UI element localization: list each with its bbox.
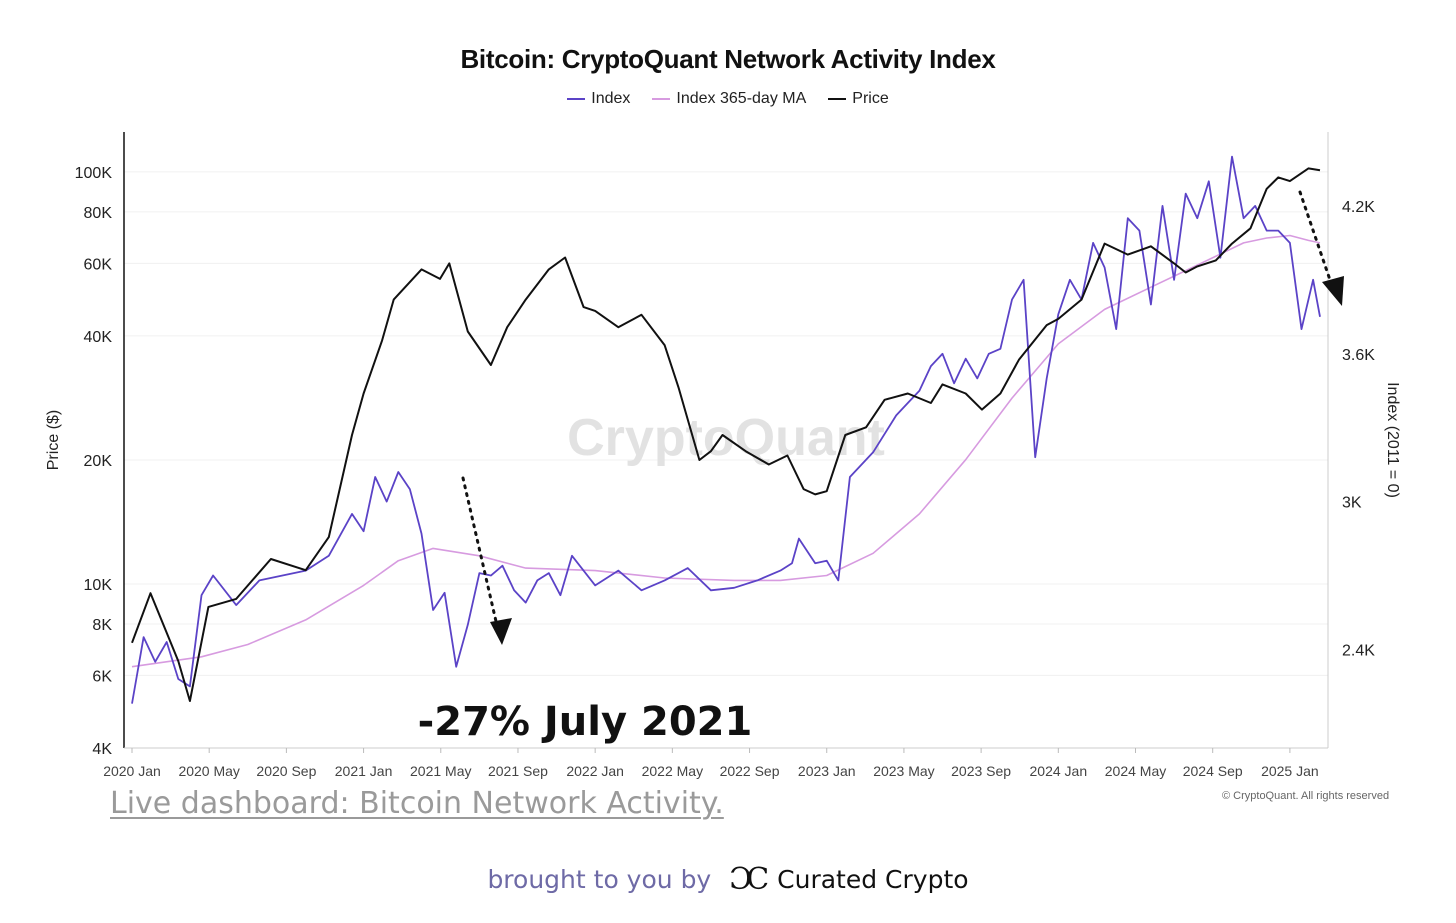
legend-label-price: Price [852, 90, 889, 107]
y-left-tick-label-0: 4K [92, 741, 112, 758]
x-tick-label-12: 2024 Jan [1030, 763, 1088, 779]
x-tick-label-2: 2020 Sep [256, 763, 316, 779]
y-axis-left-title: Price ($) [45, 410, 62, 470]
arrow-2025-head [1322, 276, 1344, 306]
y-left-tick-label-2: 8K [92, 617, 112, 634]
brought-by-text: brought to you by [487, 865, 712, 894]
y-left-tick-label-6: 60K [84, 256, 113, 273]
x-tick-label-14: 2024 Sep [1183, 763, 1243, 779]
x-tick-label-8: 2022 Sep [720, 763, 780, 779]
y-left-tick-label-1: 6K [92, 668, 112, 685]
x-tick-label-11: 2023 Sep [951, 763, 1011, 779]
x-tick-label-5: 2021 Sep [488, 763, 548, 779]
legend-item-ma: Index 365-day MA [652, 90, 806, 108]
y-right-tick-label-3: 4.2K [1342, 199, 1375, 216]
arrow-2021-head [490, 618, 512, 645]
arrow-2025-line [1298, 190, 1332, 282]
legend-swatch-ma [652, 98, 671, 100]
y-axis-right-title: Index (2011 = 0) [1384, 382, 1401, 498]
y-left-tick-label-3: 10K [84, 577, 113, 594]
legend-item-price: Price [828, 90, 889, 108]
x-tick-label-9: 2023 Jan [798, 763, 856, 779]
brand[interactable]: ƆC Curated Crypto [729, 862, 968, 897]
x-tick-label-1: 2020 May [178, 763, 239, 779]
series-index-365-day-ma [131, 234, 1321, 668]
copyright-note: © CryptoQuant. All rights reserved [1222, 790, 1390, 802]
arrow-2021-line [461, 476, 500, 632]
x-tick-label-4: 2021 May [410, 763, 471, 779]
x-tick-label-0: 2020 Jan [103, 763, 161, 779]
annotation-july-2021: -27% July 2021 [418, 699, 753, 745]
x-tick-label-6: 2022 Jan [566, 763, 624, 779]
y-left-tick-label-4: 20K [84, 453, 113, 470]
y-left-tick-label-7: 80K [84, 205, 113, 222]
y-left-tick-label-5: 40K [84, 329, 113, 346]
y-right-tick-label-1: 3K [1342, 495, 1362, 512]
legend-swatch-index [567, 98, 586, 100]
x-tick-label-3: 2021 Jan [335, 763, 393, 779]
legend-swatch-price [828, 98, 847, 100]
live-dashboard-link[interactable]: Live dashboard: Bitcoin Network Activity… [110, 786, 724, 821]
brand-name: Curated Crypto [777, 865, 969, 894]
brand-logo-icon: ƆC [729, 862, 769, 897]
y-right-tick-label-0: 2.4K [1342, 642, 1375, 659]
legend-label-ma: Index 365-day MA [676, 90, 807, 107]
x-tick-label-13: 2024 May [1105, 763, 1166, 779]
series-index [131, 155, 1321, 704]
x-tick-label-15: 2025 Jan [1261, 763, 1319, 779]
chart-legend: Index Index 365-day MA Price [0, 90, 1456, 108]
x-tick-label-10: 2023 May [873, 763, 934, 779]
y-right-tick-label-2: 3.6K [1342, 347, 1375, 364]
footer-credit: brought to you by ƆC Curated Crypto [0, 862, 1456, 897]
legend-item-index: Index [567, 90, 630, 108]
x-tick-label-7: 2022 May [642, 763, 703, 779]
series-price [131, 167, 1321, 702]
chart-title: Bitcoin: CryptoQuant Network Activity In… [460, 44, 996, 74]
legend-label-index: Index [591, 90, 631, 107]
y-left-tick-label-8: 100K [75, 165, 113, 182]
